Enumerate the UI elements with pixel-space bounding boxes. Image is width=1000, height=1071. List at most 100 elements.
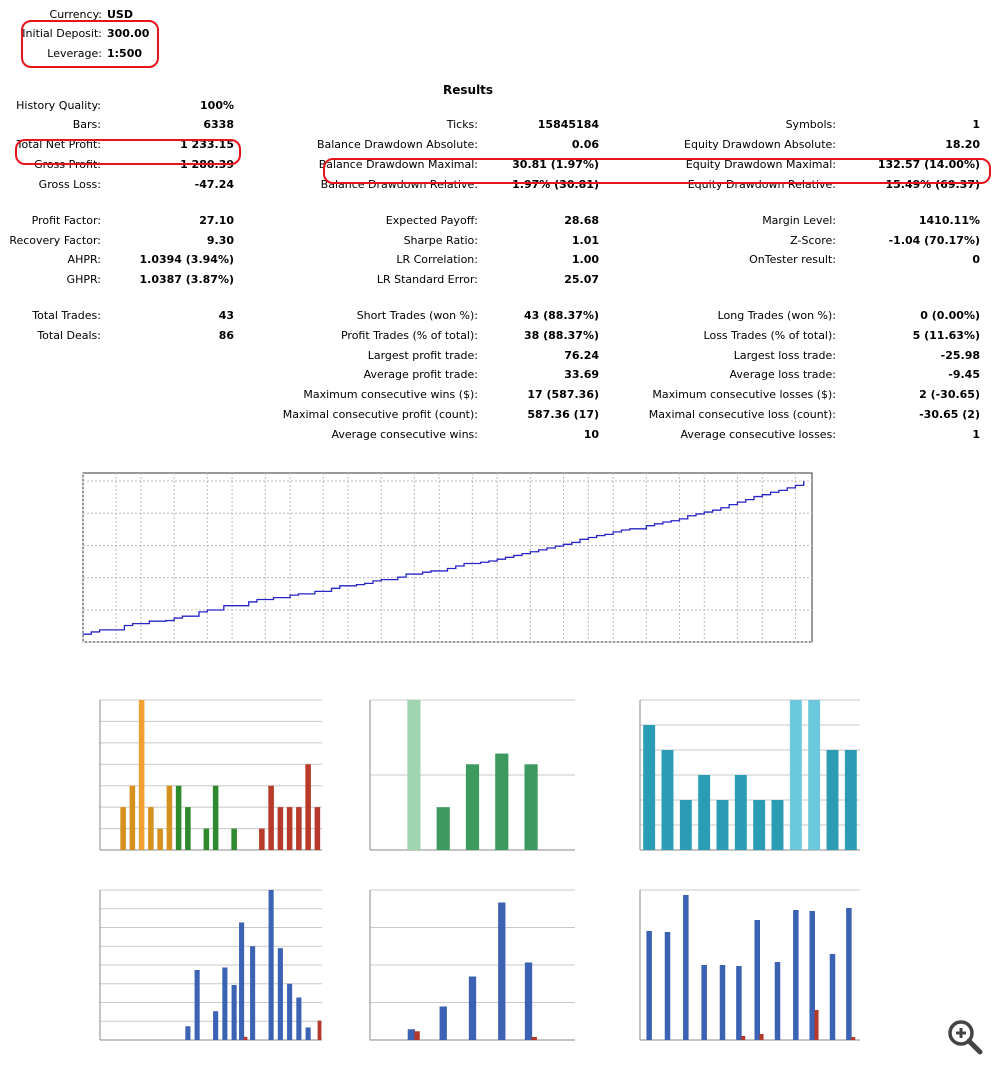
header-label: Currency: [49, 8, 102, 21]
bar [166, 785, 173, 850]
bar [148, 807, 154, 850]
plot-area [640, 890, 860, 1040]
bar [789, 700, 802, 850]
stat-value: 1.0387 (3.87%) [139, 273, 235, 286]
profit-bar [498, 902, 506, 1040]
stat-label: Maximal consecutive profit (count): [282, 408, 478, 421]
stat-label: AHPR: [67, 253, 101, 266]
bar [734, 775, 747, 850]
stat-label: LR Standard Error: [376, 273, 478, 286]
bar [296, 807, 302, 850]
stat-value: 2 (-30.65) [919, 388, 980, 401]
stat-label: Average profit trade: [363, 368, 478, 381]
stat-label: Largest profit trade: [367, 349, 478, 362]
profit-bar [250, 946, 256, 1040]
stat-label: Gross Loss: [38, 178, 101, 191]
bar [277, 807, 284, 850]
profit-bar [683, 895, 689, 1040]
bar [407, 700, 421, 850]
profit-bar [239, 922, 245, 1040]
bar [138, 700, 145, 850]
stat-value: 27.10 [199, 214, 234, 227]
stat-label: Maximal consecutive loss (count): [648, 408, 836, 421]
stat-value: 15845184 [537, 118, 599, 131]
highlight-net-profit [15, 139, 241, 165]
profits-by-months-chart [639, 889, 860, 1041]
stat-value: 0 [972, 253, 980, 266]
stat-value: 1.0394 (3.94%) [139, 253, 235, 266]
profit-bar [646, 931, 652, 1040]
stat-value: 0 (0.00%) [920, 309, 980, 322]
bar [305, 764, 311, 850]
stat-label: Total Net Profit: [16, 138, 101, 151]
stat-label: Profit Trades (% of total): [340, 329, 478, 342]
stat-value: 1.01 [571, 234, 599, 247]
bar [643, 725, 656, 850]
stat-label: OnTester result: [749, 253, 836, 266]
bar [495, 753, 509, 850]
bar [826, 750, 839, 850]
bar [231, 828, 237, 850]
stat-value: 10 [583, 428, 599, 441]
stat-value: 43 [218, 309, 234, 322]
loss-bar [814, 1010, 819, 1040]
profit-bar [829, 954, 836, 1040]
bar [465, 764, 480, 850]
profit-bar [185, 1026, 191, 1040]
stat-value: 15.49% (69.37) [885, 178, 981, 191]
bar [120, 807, 126, 850]
stat-label: Total Trades: [32, 309, 101, 322]
balance-chart [82, 472, 813, 643]
header-value: 1:500 [107, 47, 143, 60]
stat-value: 18.20 [945, 138, 980, 151]
stat-value: 1410.11% [918, 214, 980, 227]
bar [203, 828, 210, 850]
bar [314, 807, 321, 850]
stat-label: Symbols: [785, 118, 836, 131]
stat-value: 33.69 [564, 368, 599, 381]
stat-label: Profit Factor: [31, 214, 101, 227]
bar [716, 800, 729, 850]
stat-value: 30.81 (1.97%) [512, 158, 599, 171]
entries-by-hours-chart [99, 699, 322, 851]
stat-value: 5 (11.63%) [912, 329, 980, 342]
profit-bar [754, 920, 760, 1040]
stat-label: Long Trades (won %): [717, 309, 836, 322]
profit-bar [736, 966, 742, 1040]
stat-label: Ticks: [446, 118, 478, 131]
stat-value: 9.30 [206, 234, 234, 247]
bar [771, 800, 784, 850]
results-title: Results [443, 83, 494, 97]
stat-value: 1 [972, 118, 980, 131]
stat-label: Maximum consecutive wins ($): [303, 388, 478, 401]
bar [175, 785, 182, 850]
stat-label: Short Trades (won %): [356, 309, 478, 322]
stat-value: 587.36 (17) [527, 408, 599, 421]
loss-bar [741, 1036, 746, 1040]
stat-label: Recovery Factor: [9, 234, 101, 247]
bar [679, 800, 692, 850]
profit-bar [719, 965, 726, 1040]
profit-bar [213, 1011, 219, 1040]
highlight-deposit-leverage [21, 20, 159, 68]
stat-value: 17 (587.36) [527, 388, 599, 401]
profit-bar [524, 962, 533, 1040]
loss-bar [759, 1034, 764, 1040]
zoom-in-icon[interactable] [946, 1018, 986, 1062]
stat-label: Average loss trade: [729, 368, 836, 381]
stat-label: Equity Drawdown Relative: [687, 178, 836, 191]
loss-bar [414, 1031, 420, 1040]
profit-bar [231, 985, 237, 1040]
stat-label: Average consecutive losses: [680, 428, 836, 441]
stat-label: Sharpe Ratio: [403, 234, 478, 247]
highlight-drawdown-maximal [323, 158, 991, 184]
stat-value: 38 (88.37%) [523, 329, 599, 342]
stat-label: Largest loss trade: [733, 349, 836, 362]
profit-bar [287, 983, 293, 1040]
profit-bar [846, 908, 852, 1040]
plot-area [100, 700, 322, 850]
bar [286, 807, 293, 850]
header-value: 300.00 [107, 27, 150, 40]
profits-by-weekdays-chart [369, 889, 575, 1041]
stat-value: 25.07 [564, 273, 599, 286]
